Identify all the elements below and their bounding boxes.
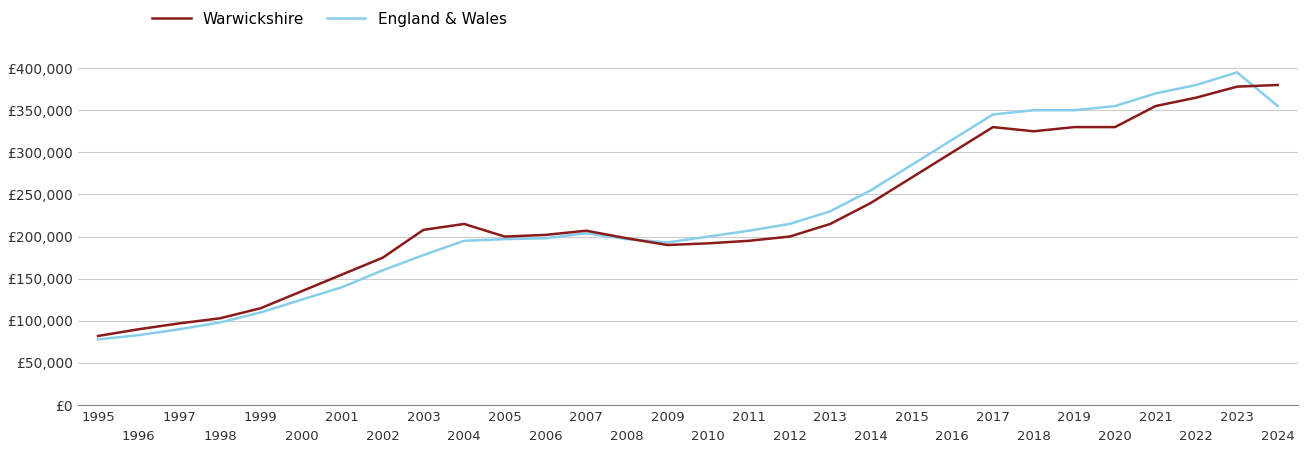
- England & Wales: [334, 284, 350, 290]
- Warwickshire: [538, 232, 553, 238]
- Legend: Warwickshire, England & Wales: Warwickshire, England & Wales: [146, 6, 513, 33]
- England & Wales: [782, 221, 797, 227]
- England & Wales: [863, 188, 878, 193]
- Warwickshire: [741, 238, 757, 243]
- Warwickshire: [415, 227, 431, 233]
- England & Wales: [578, 230, 594, 236]
- Warwickshire: [619, 236, 634, 241]
- England & Wales: [822, 209, 838, 214]
- England & Wales: [171, 327, 187, 332]
- England & Wales: [457, 238, 472, 243]
- England & Wales: [619, 236, 634, 242]
- Warwickshire: [1148, 104, 1164, 109]
- Warwickshire: [822, 221, 838, 227]
- England & Wales: [90, 337, 106, 342]
- Warwickshire: [1026, 129, 1041, 134]
- England & Wales: [1270, 104, 1285, 109]
- England & Wales: [741, 228, 757, 234]
- Warwickshire: [782, 234, 797, 239]
- Warwickshire: [904, 175, 920, 180]
- Warwickshire: [294, 288, 309, 294]
- England & Wales: [415, 252, 431, 258]
- England & Wales: [1026, 108, 1041, 113]
- England & Wales: [1066, 108, 1082, 113]
- Warwickshire: [578, 228, 594, 234]
- England & Wales: [1148, 91, 1164, 96]
- Warwickshire: [334, 272, 350, 277]
- Warwickshire: [253, 306, 269, 311]
- Warwickshire: [660, 242, 676, 248]
- Warwickshire: [375, 255, 390, 261]
- England & Wales: [375, 268, 390, 273]
- England & Wales: [701, 234, 716, 239]
- Warwickshire: [1066, 124, 1082, 130]
- Line: England & Wales: England & Wales: [98, 72, 1278, 339]
- Warwickshire: [701, 241, 716, 246]
- Warwickshire: [457, 221, 472, 227]
- Warwickshire: [945, 150, 960, 155]
- Warwickshire: [497, 234, 513, 239]
- England & Wales: [660, 240, 676, 245]
- England & Wales: [294, 297, 309, 302]
- Warwickshire: [985, 124, 1001, 130]
- England & Wales: [1189, 82, 1205, 88]
- Warwickshire: [1189, 95, 1205, 100]
- England & Wales: [1229, 70, 1245, 75]
- England & Wales: [538, 236, 553, 241]
- England & Wales: [130, 333, 146, 338]
- Warwickshire: [1229, 84, 1245, 90]
- Warwickshire: [90, 333, 106, 339]
- England & Wales: [945, 137, 960, 142]
- England & Wales: [253, 310, 269, 315]
- Line: Warwickshire: Warwickshire: [98, 85, 1278, 336]
- Warwickshire: [863, 200, 878, 206]
- England & Wales: [985, 112, 1001, 117]
- England & Wales: [213, 320, 228, 325]
- Warwickshire: [213, 315, 228, 321]
- England & Wales: [904, 162, 920, 168]
- Warwickshire: [171, 321, 187, 326]
- Warwickshire: [1107, 124, 1122, 130]
- Warwickshire: [1270, 82, 1285, 88]
- England & Wales: [497, 236, 513, 242]
- Warwickshire: [130, 327, 146, 332]
- England & Wales: [1107, 104, 1122, 109]
